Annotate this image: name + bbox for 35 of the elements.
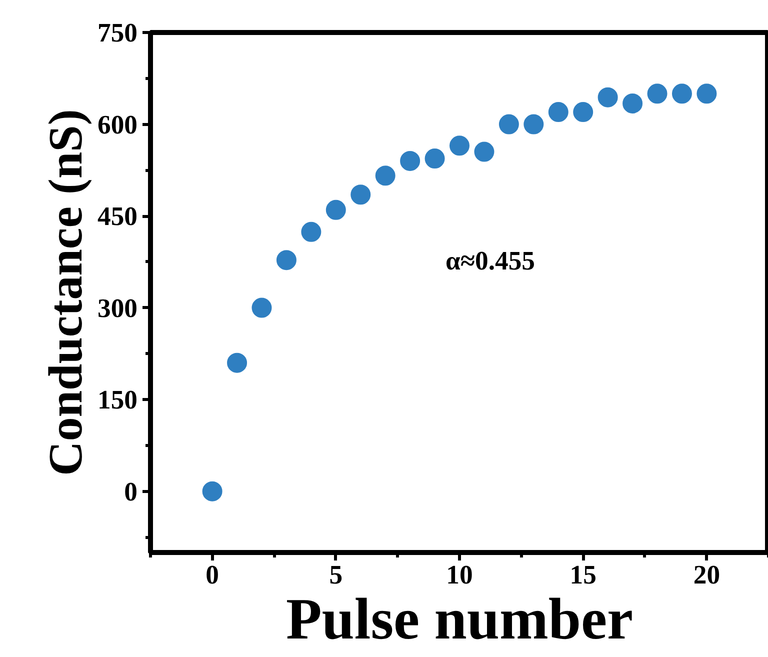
point: [524, 114, 544, 134]
point: [573, 102, 594, 122]
point: [696, 84, 717, 104]
point: [375, 166, 396, 186]
y-tick-label: 750: [98, 18, 138, 48]
point: [276, 250, 296, 270]
point: [400, 150, 420, 171]
point: [301, 222, 322, 242]
y-tick-label: 450: [98, 201, 138, 232]
x-tick-label: 0: [206, 560, 219, 590]
point: [498, 114, 519, 134]
point: [474, 142, 494, 162]
point: [647, 84, 668, 104]
x-tick-label: 15: [570, 560, 596, 590]
x-axis-title: Pulse number: [286, 586, 634, 652]
y-tick-label: 600: [98, 109, 138, 140]
point: [326, 200, 346, 220]
point: [672, 84, 692, 104]
x-tick-label: 20: [693, 560, 720, 590]
annotation: α≈0.455: [446, 246, 535, 276]
point: [350, 184, 371, 205]
point: [202, 481, 222, 502]
point: [548, 102, 568, 122]
point: [252, 298, 272, 318]
point: [598, 87, 618, 108]
point: [450, 136, 470, 156]
point: [622, 93, 643, 114]
x-tick-label: 10: [446, 560, 473, 590]
y-axis-title: Conductance (nS): [40, 109, 93, 476]
y-tick-label: 300: [98, 292, 138, 323]
point: [424, 148, 445, 169]
y-tick-label: 150: [98, 384, 138, 415]
y-tick-label: 0: [124, 476, 138, 506]
x-tick-label: 5: [329, 560, 343, 590]
point: [227, 352, 248, 373]
